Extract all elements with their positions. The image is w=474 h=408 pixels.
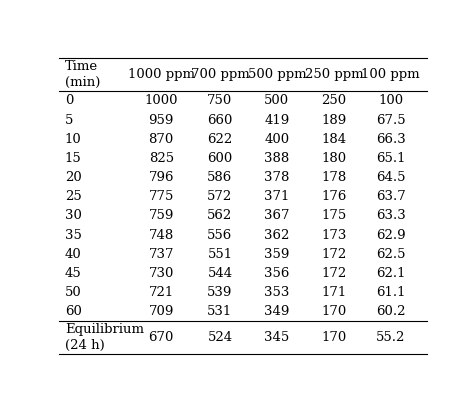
Text: 572: 572 <box>207 190 233 203</box>
Text: 10: 10 <box>65 133 82 146</box>
Text: 35: 35 <box>65 228 82 242</box>
Text: 730: 730 <box>148 267 174 280</box>
Text: 500 ppm: 500 ppm <box>247 69 306 81</box>
Text: 100: 100 <box>378 95 403 107</box>
Text: 178: 178 <box>321 171 346 184</box>
Text: 172: 172 <box>321 248 346 261</box>
Text: 362: 362 <box>264 228 290 242</box>
Text: 176: 176 <box>321 190 346 203</box>
Text: 170: 170 <box>321 305 346 318</box>
Text: 622: 622 <box>207 133 233 146</box>
Text: Time
(min): Time (min) <box>65 60 100 89</box>
Text: 359: 359 <box>264 248 290 261</box>
Text: 959: 959 <box>148 113 174 126</box>
Text: 524: 524 <box>208 331 233 344</box>
Text: 1000: 1000 <box>145 95 178 107</box>
Text: 388: 388 <box>264 152 290 165</box>
Text: 184: 184 <box>321 133 346 146</box>
Text: 63.3: 63.3 <box>376 209 406 222</box>
Text: 1000 ppm: 1000 ppm <box>128 69 195 81</box>
Text: 170: 170 <box>321 331 346 344</box>
Text: 100 ppm: 100 ppm <box>362 69 420 81</box>
Text: 353: 353 <box>264 286 290 299</box>
Text: 62.5: 62.5 <box>376 248 406 261</box>
Text: 175: 175 <box>321 209 346 222</box>
Text: 721: 721 <box>148 286 174 299</box>
Text: 737: 737 <box>148 248 174 261</box>
Text: 172: 172 <box>321 267 346 280</box>
Text: 400: 400 <box>264 133 290 146</box>
Text: 40: 40 <box>65 248 82 261</box>
Text: 15: 15 <box>65 152 82 165</box>
Text: 250: 250 <box>321 95 346 107</box>
Text: 660: 660 <box>207 113 233 126</box>
Text: 189: 189 <box>321 113 346 126</box>
Text: 20: 20 <box>65 171 82 184</box>
Text: 64.5: 64.5 <box>376 171 406 184</box>
Text: 870: 870 <box>148 133 174 146</box>
Text: 544: 544 <box>208 267 233 280</box>
Text: 61.1: 61.1 <box>376 286 406 299</box>
Text: 551: 551 <box>208 248 233 261</box>
Text: 60.2: 60.2 <box>376 305 406 318</box>
Text: 62.1: 62.1 <box>376 267 406 280</box>
Text: 5: 5 <box>65 113 73 126</box>
Text: 531: 531 <box>207 305 233 318</box>
Text: 419: 419 <box>264 113 290 126</box>
Text: 562: 562 <box>207 209 233 222</box>
Text: 345: 345 <box>264 331 290 344</box>
Text: 66.3: 66.3 <box>376 133 406 146</box>
Text: 50: 50 <box>65 286 82 299</box>
Text: 775: 775 <box>148 190 174 203</box>
Text: Equilibrium
(24 h): Equilibrium (24 h) <box>65 323 144 353</box>
Text: 556: 556 <box>207 228 233 242</box>
Text: 700 ppm: 700 ppm <box>191 69 249 81</box>
Text: 356: 356 <box>264 267 290 280</box>
Text: 60: 60 <box>65 305 82 318</box>
Text: 539: 539 <box>207 286 233 299</box>
Text: 67.5: 67.5 <box>376 113 406 126</box>
Text: 349: 349 <box>264 305 290 318</box>
Text: 30: 30 <box>65 209 82 222</box>
Text: 0: 0 <box>65 95 73 107</box>
Text: 55.2: 55.2 <box>376 331 405 344</box>
Text: 670: 670 <box>148 331 174 344</box>
Text: 250 ppm: 250 ppm <box>304 69 363 81</box>
Text: 709: 709 <box>148 305 174 318</box>
Text: 748: 748 <box>148 228 174 242</box>
Text: 500: 500 <box>264 95 290 107</box>
Text: 600: 600 <box>207 152 233 165</box>
Text: 378: 378 <box>264 171 290 184</box>
Text: 825: 825 <box>149 152 174 165</box>
Text: 371: 371 <box>264 190 290 203</box>
Text: 173: 173 <box>321 228 346 242</box>
Text: 180: 180 <box>321 152 346 165</box>
Text: 62.9: 62.9 <box>376 228 406 242</box>
Text: 45: 45 <box>65 267 82 280</box>
Text: 796: 796 <box>148 171 174 184</box>
Text: 367: 367 <box>264 209 290 222</box>
Text: 750: 750 <box>207 95 233 107</box>
Text: 759: 759 <box>148 209 174 222</box>
Text: 63.7: 63.7 <box>376 190 406 203</box>
Text: 586: 586 <box>207 171 233 184</box>
Text: 171: 171 <box>321 286 346 299</box>
Text: 25: 25 <box>65 190 82 203</box>
Text: 65.1: 65.1 <box>376 152 406 165</box>
